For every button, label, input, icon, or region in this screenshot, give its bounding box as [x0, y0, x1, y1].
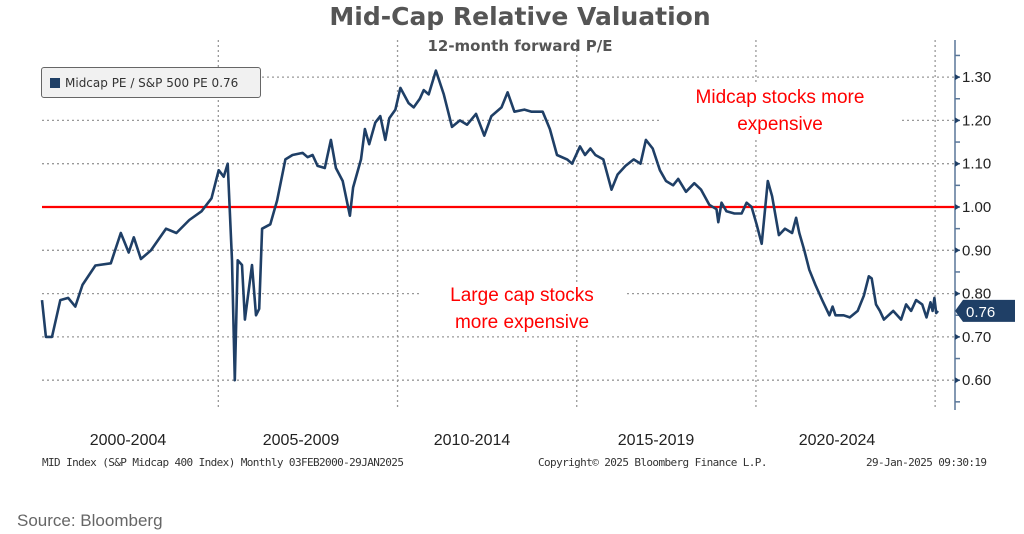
x-tick-label: 2000-2004: [89, 432, 167, 449]
series-line-midcap-pe-ratio: [40, 69, 940, 382]
legend-label: Midcap PE / S&P 500 PE 0.76: [65, 75, 239, 90]
last-value-label: 0.76: [966, 304, 995, 321]
last-value-tag: [955, 299, 1015, 322]
x-tick-label: 2010-2014: [433, 432, 511, 449]
footer-copyright: Copyright© 2025 Bloomberg Finance L.P.: [538, 456, 767, 469]
footer-index: MID Index (S&P Midcap 400 Index) Monthly…: [42, 456, 404, 469]
annotation-line: Midcap stocks more: [695, 87, 865, 108]
chart-subtitle: 12-month forward P/E: [427, 37, 613, 55]
annotation-midcap-expensive: Midcap stocks more expensive: [660, 84, 900, 138]
legend: Midcap PE / S&P 500 PE 0.76: [41, 67, 261, 98]
legend-swatch: [50, 77, 60, 88]
chart-title: Mid-Cap Relative Valuation: [329, 2, 711, 31]
annotation-line: more expensive: [454, 312, 590, 333]
annotation-line: expensive: [737, 114, 823, 135]
annotation-largecap-expensive: Large cap stocks more expensive: [420, 282, 624, 336]
y-tick-arrow: [955, 290, 960, 297]
y-tick-arrow: [955, 333, 960, 340]
y-tick-label: 1.20: [962, 112, 991, 129]
y-tick-label: 1.00: [962, 199, 991, 216]
y-tick-arrow: [955, 160, 960, 167]
y-tick-label: 0.60: [962, 372, 991, 389]
y-tick-arrow: [955, 247, 960, 254]
y-tick-arrow: [955, 74, 960, 81]
y-tick-arrow: [955, 204, 960, 210]
x-tick-label: 2015-2019: [617, 432, 695, 449]
y-tick-label: 0.90: [962, 242, 991, 259]
y-tick-arrow: [955, 117, 960, 124]
footer-timestamp: 29-Jan-2025 09:30:19: [866, 456, 987, 469]
y-tick-label: 0.80: [962, 286, 991, 303]
source-note: Source: Bloomberg: [17, 511, 163, 530]
x-tick-label: 2005-2009: [262, 432, 340, 449]
y-tick-arrow: [955, 377, 960, 384]
y-tick-label: 1.30: [962, 69, 991, 86]
y-tick-label: 0.70: [962, 329, 991, 346]
annotation-line: Large cap stocks: [450, 285, 594, 306]
x-tick-label: 2020-2024: [798, 432, 876, 449]
y-tick-label: 1.10: [962, 156, 991, 173]
